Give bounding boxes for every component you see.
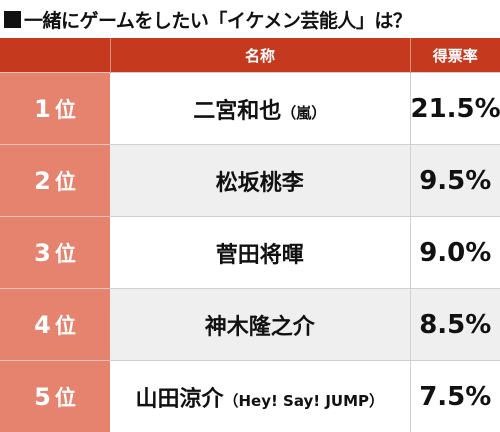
rank-unit: 位 xyxy=(55,98,76,122)
name-cell: 神木隆之介 xyxy=(110,289,410,361)
rank-unit: 位 xyxy=(55,170,76,194)
page-title: 一緒にゲームをしたい「イケメン芸能人」は？ xyxy=(0,0,500,38)
rate-cell: 9.0% xyxy=(410,217,500,289)
name-text: 山田涼介 xyxy=(135,387,223,412)
header-name: 名称 xyxy=(110,38,410,73)
rank-number: 2 xyxy=(34,167,51,195)
name-text: 二宮和也 xyxy=(193,99,281,124)
rate-cell: 8.5% xyxy=(410,289,500,361)
name-cell: 松坂桃李 xyxy=(110,145,410,217)
name-text: 菅田将暉 xyxy=(216,243,304,268)
rate-cell: 21.5% xyxy=(410,73,500,145)
name-note: （Hey! Say! JUMP） xyxy=(223,392,384,410)
rank-unit: 位 xyxy=(55,242,76,266)
rank-number: 4 xyxy=(34,311,51,339)
name-note: （嵐） xyxy=(281,104,326,122)
rate-cell: 9.5% xyxy=(410,145,500,217)
name-text: 神木隆之介 xyxy=(205,315,315,340)
rank-number: 5 xyxy=(34,383,51,411)
header-rate: 得票率 xyxy=(410,38,500,73)
rate-cell: 7.5% xyxy=(410,361,500,432)
name-cell: 二宮和也（嵐） xyxy=(110,73,410,145)
name-cell: 山田涼介（Hey! Say! JUMP） xyxy=(110,361,410,432)
header-rank xyxy=(0,38,110,73)
name-text: 松坂桃李 xyxy=(216,171,304,196)
black-square-icon xyxy=(4,11,21,28)
name-cell: 菅田将暉 xyxy=(110,217,410,289)
rank-unit: 位 xyxy=(55,314,76,338)
rank-unit: 位 xyxy=(55,386,76,410)
rank-number: 1 xyxy=(34,95,51,123)
table-header-row: 名称 得票率 xyxy=(0,38,500,73)
title-text: 一緒にゲームをしたい「イケメン芸能人」は？ xyxy=(24,6,411,33)
rank-number: 3 xyxy=(34,239,51,267)
